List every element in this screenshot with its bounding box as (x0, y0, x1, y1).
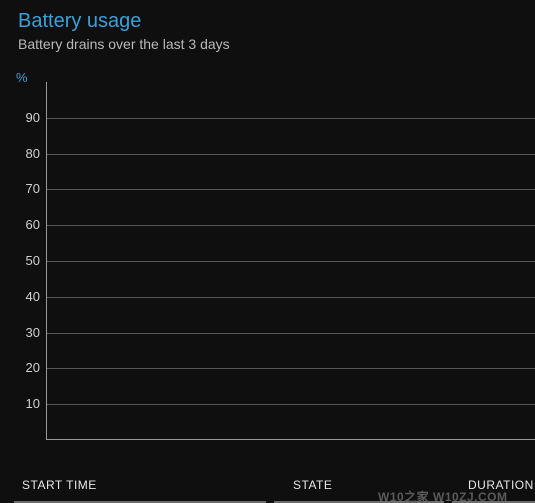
y-tick-label: 70 (12, 181, 40, 196)
gridline (47, 297, 535, 298)
battery-usage-panel: Battery usage Battery drains over the la… (0, 0, 535, 503)
watermark-text: W10之家 W10ZJ.COM (378, 488, 508, 503)
y-tick-label: 80 (12, 146, 40, 161)
battery-chart: % 90 80 70 60 50 40 30 20 10 (0, 70, 535, 450)
gridline (47, 404, 535, 405)
gridline (47, 225, 535, 226)
y-tick-label: 20 (12, 360, 40, 375)
y-tick-label: 40 (12, 289, 40, 304)
y-tick-label: 10 (12, 396, 40, 411)
y-tick-label: 30 (12, 325, 40, 340)
page-subtitle: Battery drains over the last 3 days (18, 36, 230, 52)
gridline (47, 333, 535, 334)
y-tick-label: 90 (12, 110, 40, 125)
y-tick-label: 50 (12, 253, 40, 268)
y-axis-unit: % (16, 70, 28, 85)
page-title: Battery usage (18, 10, 141, 33)
column-header[interactable]: START TIME (22, 478, 97, 492)
y-tick-label: 60 (12, 217, 40, 232)
gridline (47, 368, 535, 369)
gridline (47, 189, 535, 190)
chart-plot-area (46, 82, 535, 440)
column-header[interactable]: STATE (293, 478, 332, 492)
gridline (47, 154, 535, 155)
gridline (47, 118, 535, 119)
gridline (47, 261, 535, 262)
